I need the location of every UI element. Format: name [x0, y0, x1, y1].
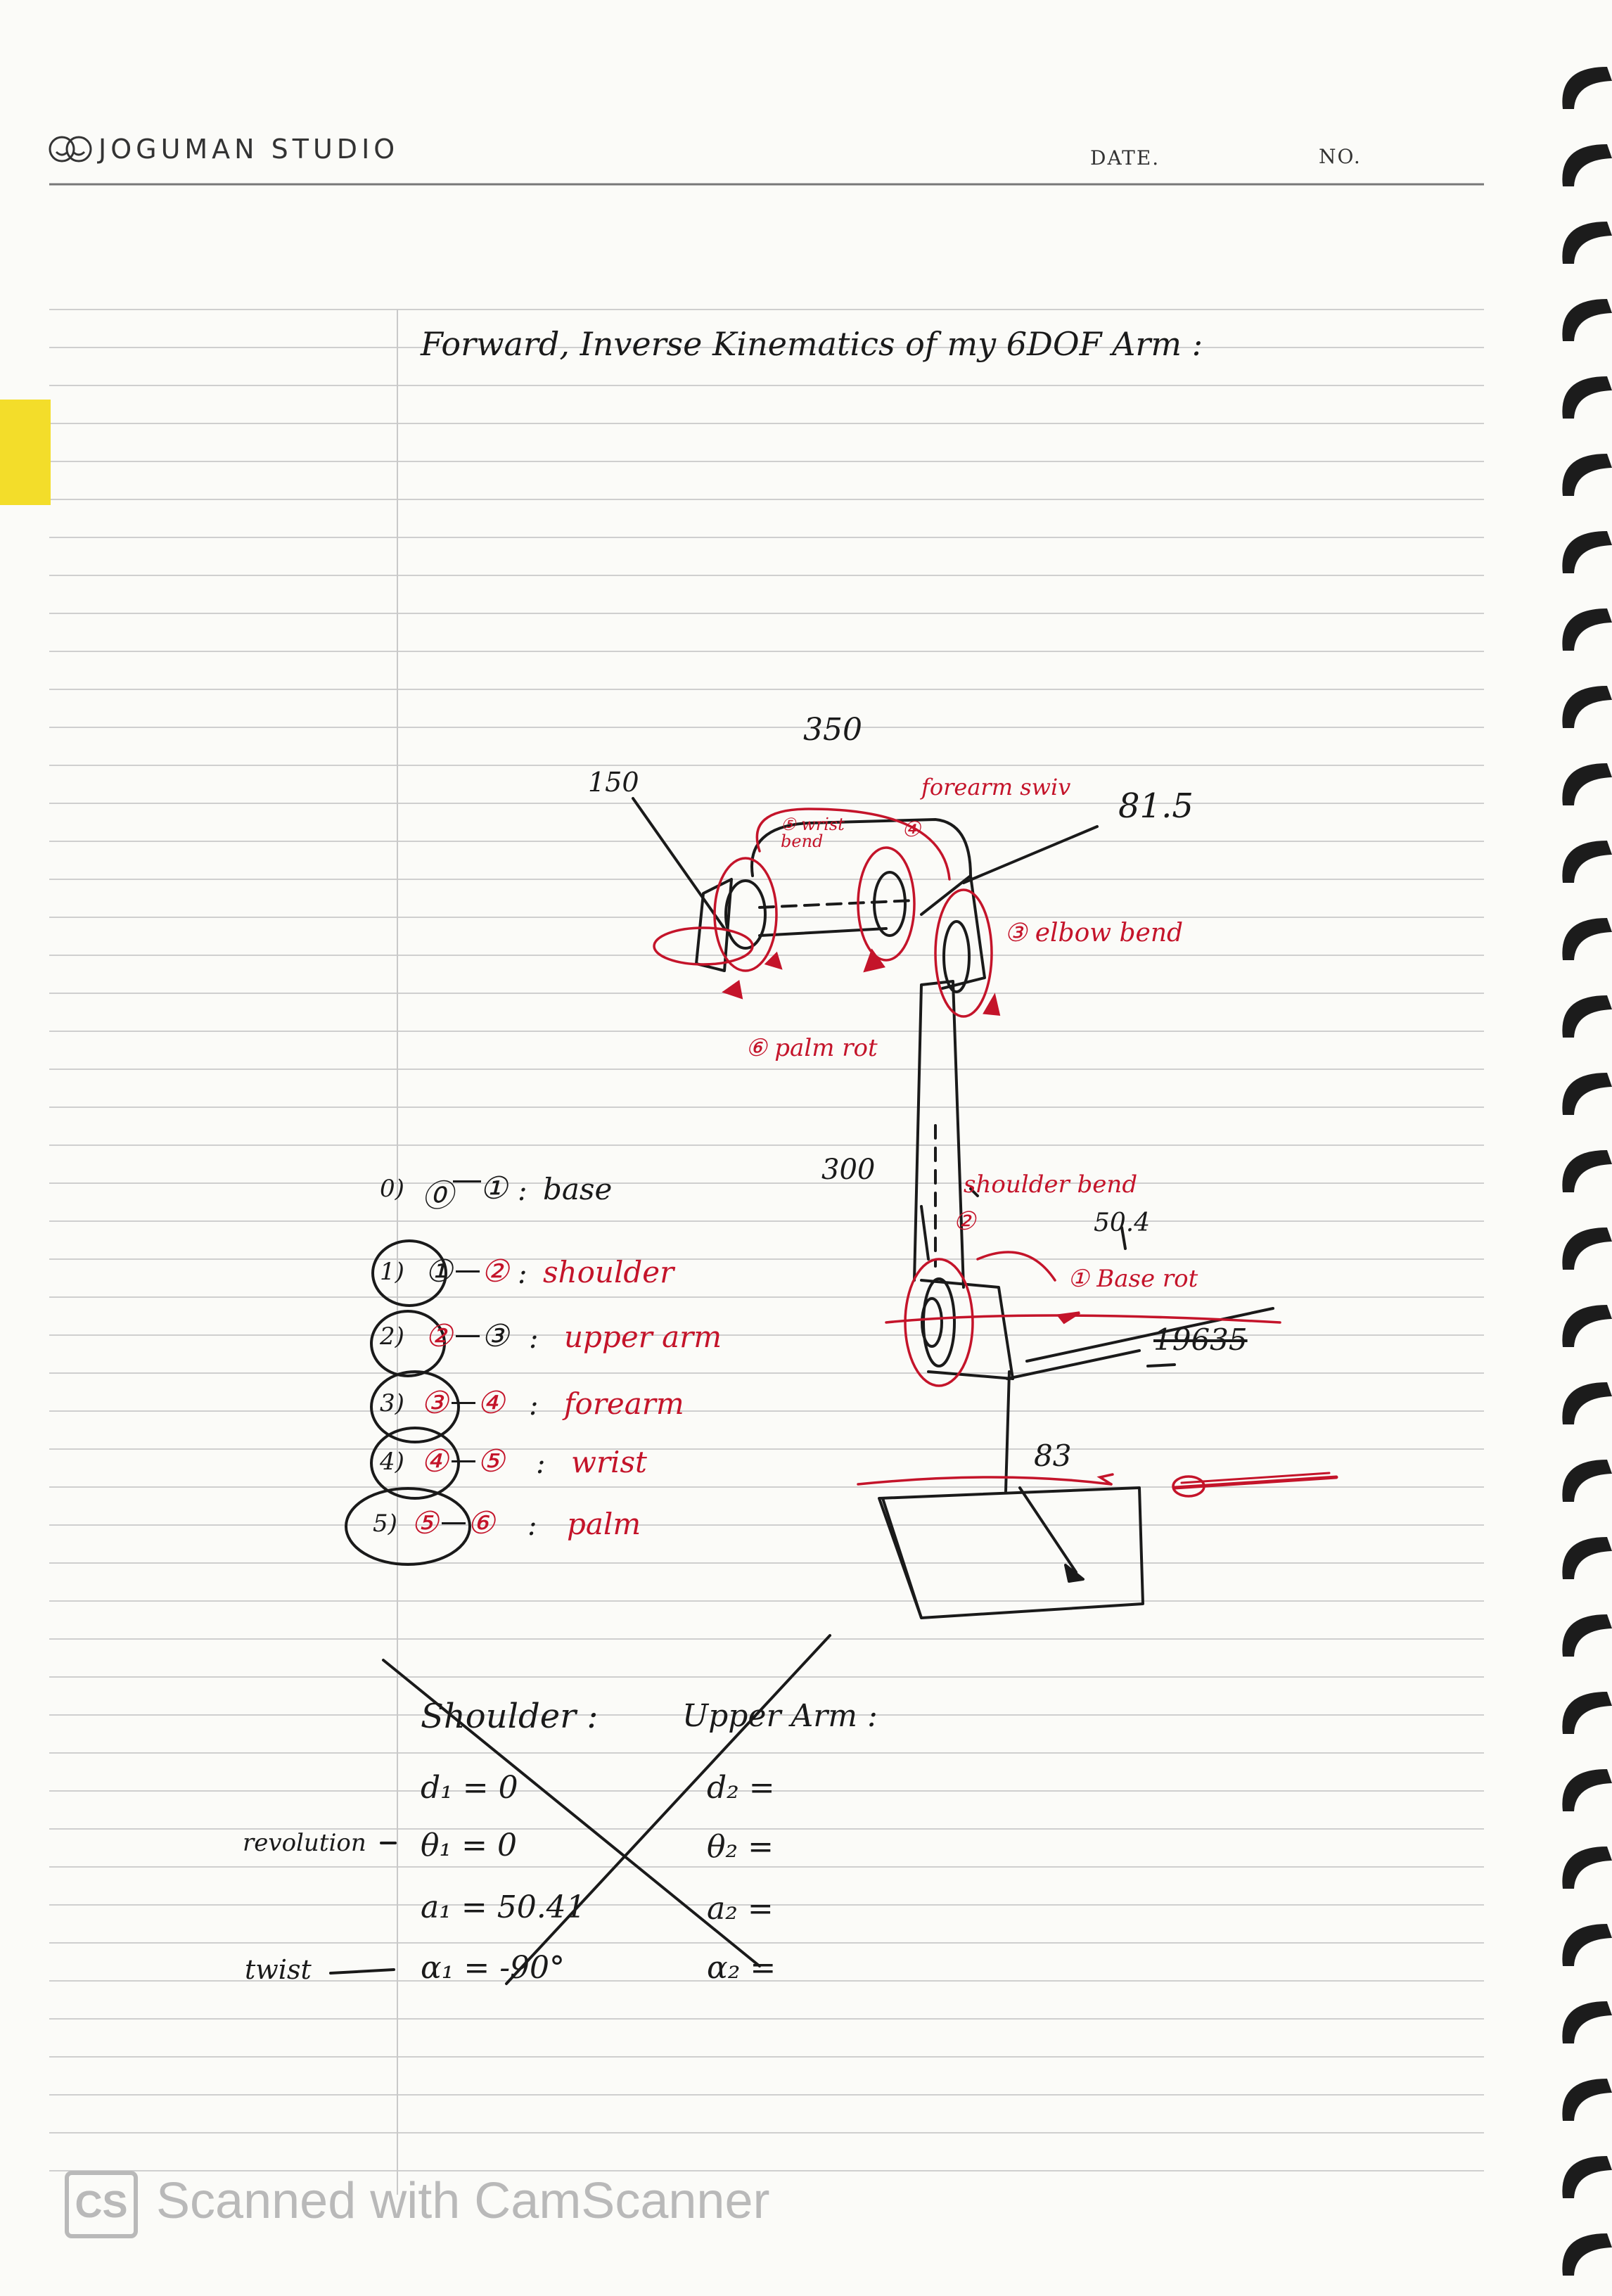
binding-ring: [1562, 686, 1612, 728]
dim-300: 300: [821, 1154, 876, 1186]
binding-ring: [1562, 376, 1612, 419]
shoulder-alpha1: α₁ = -90°: [421, 1950, 565, 1986]
binding-ring: [1562, 2156, 1612, 2198]
binding-ring: [1562, 2233, 1612, 2276]
binding-ring: [1562, 763, 1612, 805]
label-joint-2: ②: [953, 1207, 976, 1236]
upper-arm-heading: Upper Arm :: [682, 1698, 878, 1734]
label-palm-rot: ⑥ palm rot: [746, 1034, 878, 1062]
binding-ring: [1562, 1227, 1612, 1270]
dim-19635: 19635: [1153, 1322, 1248, 1357]
dim-350: 350: [803, 712, 862, 748]
binding-ring: [1562, 1537, 1612, 1579]
binding-ring: [1562, 1769, 1612, 1811]
binding-ring: [1562, 1305, 1612, 1347]
upper-arm-a2: a₂ =: [707, 1891, 774, 1927]
upper-arm-theta2: θ₂ =: [707, 1829, 774, 1865]
link-name-wrist: wrist: [571, 1445, 647, 1479]
dim-50-4: 50.4: [1094, 1208, 1151, 1237]
label-shoulder-bend: shoulder bend: [964, 1171, 1138, 1199]
binding-ring: [1562, 1847, 1612, 1889]
binding-ring: [1562, 2079, 1612, 2121]
label-elbow-bend: ③ elbow bend: [1004, 919, 1184, 948]
dim-81-5: 81.5: [1118, 786, 1194, 826]
binding-ring: [1562, 454, 1612, 496]
shoulder-a1: a₁ = 50.41: [421, 1889, 586, 1925]
binding-ring: [1562, 1073, 1612, 1115]
revolution-label: revolution: [243, 1829, 366, 1857]
binding-ring: [1562, 2001, 1612, 2043]
scanner-watermark: Scanned with CamScanner: [156, 2173, 770, 2229]
yellow-index-tab: [0, 400, 51, 505]
page-title: Forward, Inverse Kinematics of my 6DOF A…: [421, 325, 1203, 363]
upper-arm-d2: d₂ =: [707, 1770, 775, 1806]
binding-ring: [1562, 531, 1612, 573]
label-base-rot: ① Base rot: [1068, 1265, 1198, 1293]
binding-ring: [1562, 995, 1612, 1038]
base-block: [878, 1486, 1144, 1619]
binding-ring: [1562, 918, 1612, 960]
label-joint-4: ④: [902, 817, 921, 842]
shoulder-heading: Shoulder :: [421, 1697, 599, 1736]
binding-ring: [1562, 67, 1612, 109]
link-name-forearm: forearm: [564, 1386, 684, 1421]
link-name-base: base: [543, 1172, 613, 1206]
number-label: NO.: [1319, 145, 1362, 168]
binding-ring: [1562, 222, 1612, 264]
binding-ring: [1562, 144, 1612, 186]
link-name-palm: palm: [567, 1507, 641, 1541]
label-forearm-swiv: forearm swiv: [921, 774, 1071, 801]
binding-ring: [1562, 841, 1612, 883]
date-label: DATE.: [1090, 146, 1160, 170]
binding-ring: [1562, 1460, 1612, 1502]
link-name-shoulder: shoulder: [543, 1255, 674, 1289]
twist-label: twist: [245, 1954, 312, 1985]
dim-150: 150: [588, 767, 639, 798]
binding-ring: [1562, 299, 1612, 341]
shoulder-theta1: θ₁ = 0: [421, 1828, 517, 1863]
brand-logo-icon: [48, 134, 92, 165]
brand-name: JOGUMAN STUDIO: [98, 134, 399, 165]
label-wrist-bend: ⑤ wrist bend: [781, 815, 845, 851]
binding-ring: [1562, 1382, 1612, 1424]
binding-ring: [1562, 608, 1612, 651]
binding-ring: [1562, 1614, 1612, 1657]
spiral-binding: [1562, 67, 1612, 2276]
binding-ring: [1562, 1150, 1612, 1192]
upper-arm-alpha2: α₂ =: [707, 1950, 776, 1986]
dim-83: 83: [1034, 1439, 1072, 1473]
binding-ring: [1562, 1924, 1612, 1966]
link-name-upper-arm: upper arm: [564, 1320, 722, 1354]
binding-ring: [1562, 1692, 1612, 1734]
shoulder-d1: d₁ = 0: [421, 1770, 518, 1806]
camscanner-logo-icon: CS: [65, 2171, 138, 2238]
